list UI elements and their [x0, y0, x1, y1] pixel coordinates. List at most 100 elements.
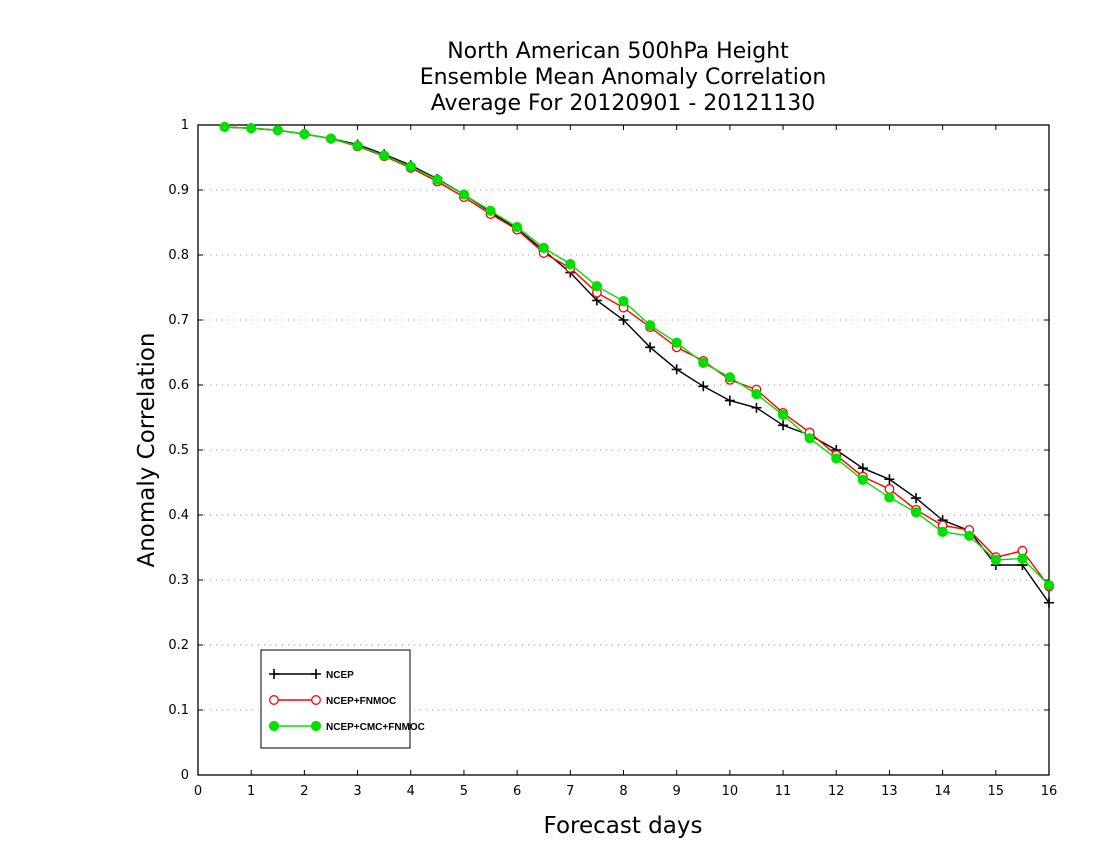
data-point	[311, 669, 321, 679]
data-point	[618, 296, 629, 307]
data-point	[618, 315, 629, 325]
series-line	[224, 126, 1050, 586]
data-point	[804, 433, 815, 444]
data-point	[857, 463, 868, 474]
chart-title-line-1: North American 500hPa Height	[447, 39, 789, 64]
legend-item: NCEP+FNMOC	[269, 695, 396, 707]
data-point	[268, 720, 280, 732]
data-point	[724, 395, 735, 406]
series-ncep-fnmoc	[219, 121, 1054, 592]
y-tick-label: 0.1	[168, 703, 189, 718]
x-tick-label: 6	[513, 784, 521, 799]
x-tick-label: 16	[1041, 784, 1058, 799]
data-point	[269, 695, 279, 705]
x-tick-label: 4	[407, 784, 415, 799]
x-tick-label: 9	[673, 784, 681, 799]
legend-item: NCEP+CMC+FNMOC	[268, 720, 425, 733]
x-tick-label: 3	[353, 784, 361, 799]
y-tick-label: 0.2	[168, 638, 189, 653]
legend-label: NCEP+CMC+FNMOC	[326, 722, 425, 733]
data-point	[724, 372, 735, 383]
y-tick-label: 0.8	[168, 248, 189, 263]
data-point	[831, 453, 842, 464]
data-point	[269, 669, 279, 679]
data-point	[246, 123, 257, 134]
data-point	[698, 381, 709, 392]
x-tick-label: 0	[194, 784, 202, 799]
data-point	[751, 389, 762, 400]
x-tick-label: 12	[828, 784, 845, 799]
data-point	[565, 259, 576, 270]
series-ncep	[219, 121, 1054, 608]
data-point	[1017, 553, 1028, 564]
x-tick-label: 11	[775, 784, 792, 799]
data-point	[884, 484, 895, 494]
data-point	[990, 554, 1001, 565]
data-point	[884, 492, 895, 503]
data-point	[884, 474, 895, 485]
data-point	[310, 720, 322, 732]
y-tick-label: 0.9	[168, 183, 189, 198]
legend-label: NCEP	[326, 670, 354, 681]
data-point	[778, 420, 789, 431]
data-point	[671, 364, 682, 375]
series-layer	[219, 121, 1055, 608]
data-point	[671, 337, 682, 348]
data-point	[272, 125, 283, 136]
data-point	[311, 695, 321, 705]
chart-title-line-3: Average For 20120901 - 20121130	[431, 91, 816, 116]
x-axis-label: Forecast days	[544, 813, 703, 839]
legend-label: NCEP+FNMOC	[326, 696, 396, 707]
data-point	[512, 221, 523, 233]
gridlines	[198, 189, 1049, 711]
x-tick-label: 10	[722, 784, 739, 799]
x-tick-label: 2	[300, 784, 308, 799]
data-point	[591, 281, 603, 292]
y-tick-label: 1	[181, 118, 189, 133]
x-tick-label: 5	[460, 784, 468, 799]
data-point	[964, 530, 975, 541]
y-tick-label: 0.6	[168, 378, 189, 393]
x-tick-label: 7	[566, 784, 574, 799]
series-line	[224, 126, 1050, 587]
chart-title-line-2: Ensemble Mean Anomaly Correlation	[420, 65, 827, 90]
data-point	[857, 474, 868, 485]
data-point	[325, 133, 337, 144]
data-point	[644, 320, 656, 331]
data-point	[379, 150, 390, 161]
data-point	[777, 409, 789, 420]
x-tick-label: 14	[934, 784, 951, 799]
legend-box	[260, 649, 411, 749]
legend-item: NCEP	[269, 669, 354, 681]
data-point	[1043, 580, 1055, 591]
data-point	[485, 205, 496, 216]
series-line	[224, 126, 1050, 604]
data-point	[1044, 597, 1054, 608]
data-point	[538, 242, 549, 253]
x-tick-label: 1	[247, 784, 255, 799]
y-tick-label: 0	[181, 768, 189, 783]
legend: NCEP NCEP+FNMOC NCEP+CMC+FNMOC	[260, 649, 425, 749]
axis-ticks: 00.10.20.30.40.50.60.70.80.910 1 2 3 4 5 6 7 8 9 1…	[168, 118, 1057, 799]
data-point	[910, 507, 922, 518]
data-point	[751, 402, 762, 413]
series-ncep-cmc-fnmoc	[219, 121, 1055, 591]
data-point	[405, 161, 416, 172]
data-point	[219, 121, 230, 133]
y-axis-label: Anomaly Correlation	[134, 332, 160, 567]
y-tick-label: 0.4	[168, 508, 189, 523]
y-tick-label: 0.3	[168, 573, 189, 588]
x-tick-label: 15	[988, 784, 1005, 799]
data-point	[698, 357, 709, 368]
data-point	[352, 140, 363, 151]
y-tick-label: 0.5	[168, 443, 189, 458]
data-point	[299, 129, 310, 140]
data-point	[645, 342, 656, 353]
x-tick-label: 13	[881, 784, 898, 799]
data-point	[911, 493, 922, 504]
data-point	[432, 174, 443, 185]
y-tick-label: 0.7	[168, 313, 189, 328]
data-point	[458, 189, 470, 200]
data-point	[937, 526, 948, 538]
